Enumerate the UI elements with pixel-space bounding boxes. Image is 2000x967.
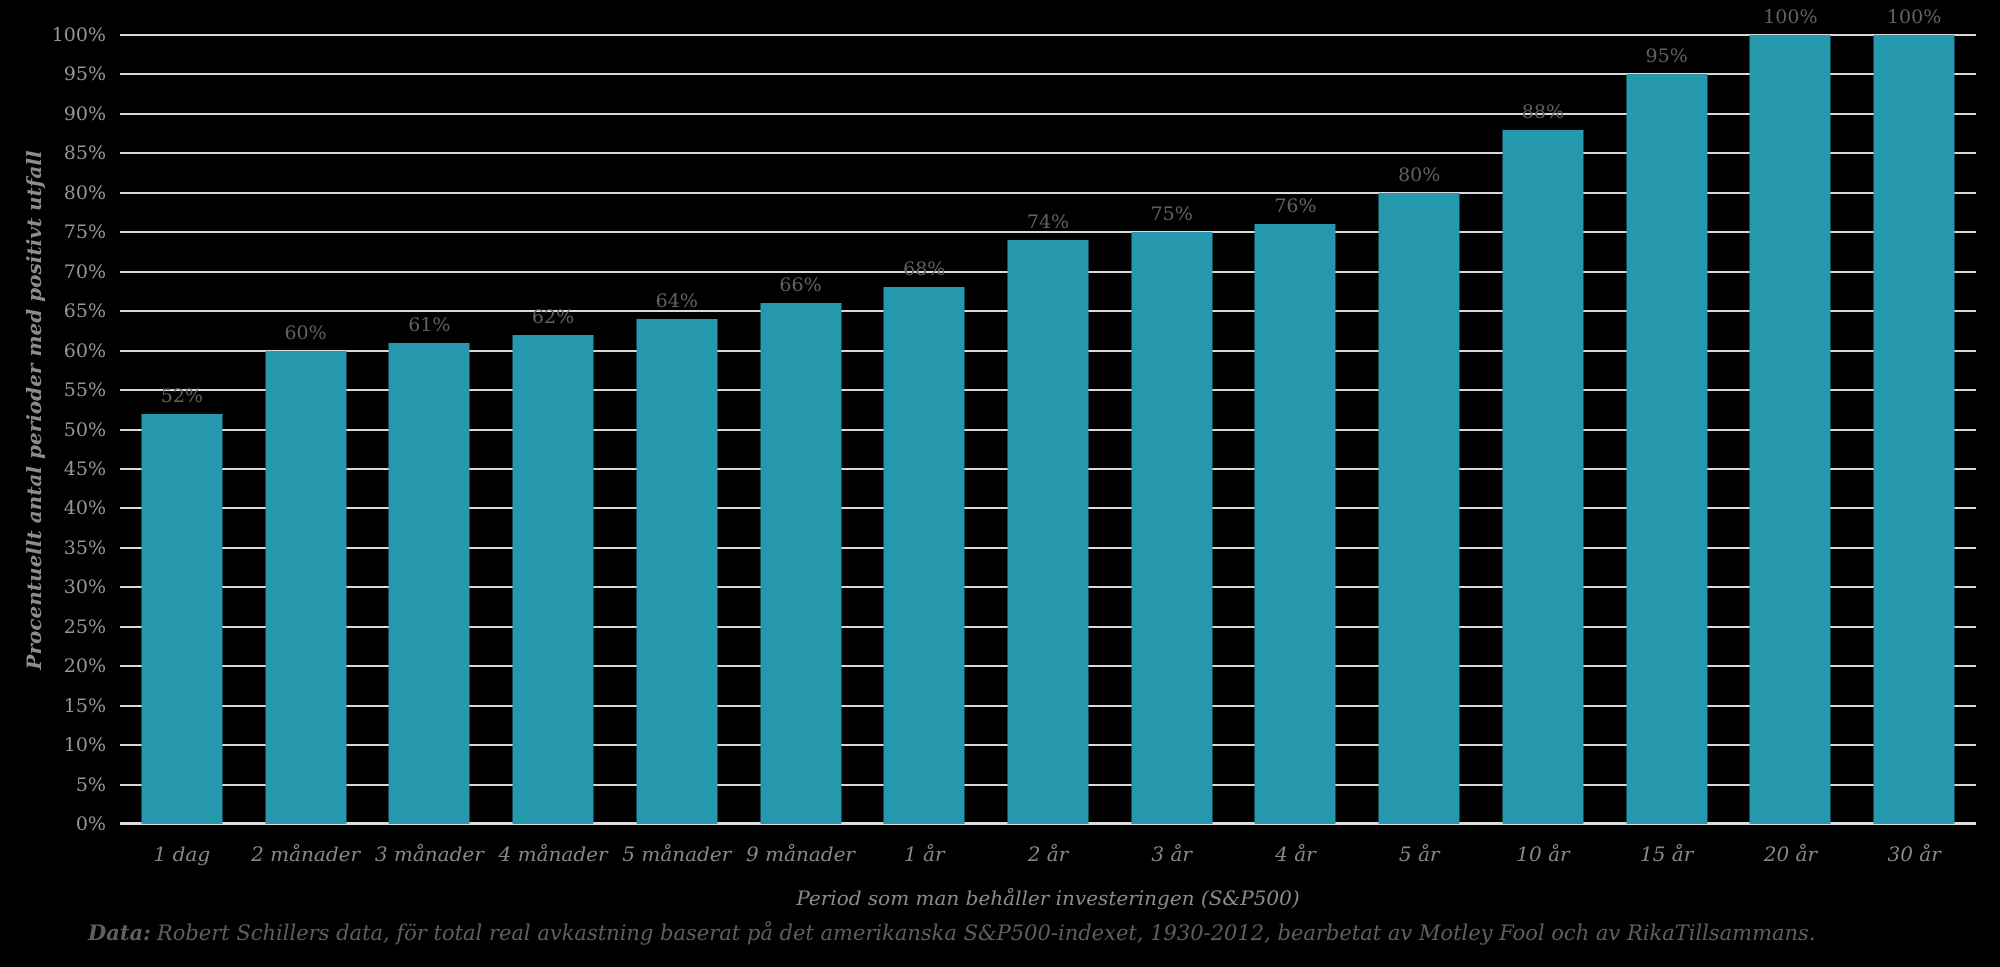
y-axis-tick-label: 80% — [63, 181, 106, 204]
bar-slot: 52% — [120, 35, 244, 824]
footer-text: Robert Schillers data, för total real av… — [156, 921, 1816, 945]
y-axis: 0% 5% 10% 15% 20% 25% 30% 35% 40% 45% 50% 55% 60% 65%… — [0, 24, 106, 835]
bar-slot: 62% — [491, 35, 615, 824]
footer-prefix: Data: — [88, 920, 151, 945]
x-axis-tick-label: 9 månader — [746, 842, 855, 866]
footer-note: Data: Robert Schillers data, för total re… — [88, 920, 1816, 945]
bar-value-label: 80% — [1398, 163, 1441, 186]
bar — [636, 319, 718, 824]
bar-slot: 75% — [1110, 35, 1234, 824]
x-axis-tick-label: 3 år — [1151, 842, 1192, 866]
x-axis-tick-label: 30 år — [1887, 842, 1941, 866]
bar-value-label: 61% — [408, 313, 451, 336]
bar-slot: 88% — [1481, 35, 1605, 824]
bar-value-label: 95% — [1645, 45, 1688, 68]
gridline — [120, 152, 1976, 155]
bar — [1502, 129, 1584, 824]
y-axis-tick-label: 75% — [63, 221, 106, 244]
bar — [1007, 240, 1089, 824]
y-axis-tick-label: 95% — [63, 63, 106, 86]
y-axis-tick-label: 35% — [63, 536, 106, 559]
bar — [141, 413, 223, 824]
x-axis-tick-label: 5 år — [1398, 842, 1440, 866]
x-axis-tick-label: 4 månader — [498, 842, 608, 866]
bar-slot: 64% — [615, 35, 739, 824]
bar-slot: 74% — [986, 35, 1110, 824]
x-axis-tick-label: 5 månader — [622, 842, 732, 866]
bar-value-label: 52% — [160, 384, 203, 407]
y-axis-tick-label: 5% — [75, 773, 106, 796]
x-axis-tick-label: 10 år — [1516, 842, 1570, 866]
bar-value-label: 76% — [1274, 195, 1317, 218]
bar — [1749, 35, 1831, 824]
bar-slot: 68% — [862, 35, 986, 824]
bar — [265, 350, 347, 824]
bar-slot: 95% — [1605, 35, 1729, 824]
bar-value-label: 68% — [903, 258, 946, 281]
bar-slot: 100% — [1729, 6, 1853, 824]
y-axis-tick-label: 15% — [63, 694, 106, 717]
y-axis-tick-label: 85% — [63, 142, 106, 165]
bar-value-label: 60% — [284, 321, 327, 344]
y-axis-tick-label: 55% — [63, 379, 106, 402]
y-axis-tick-label: 60% — [63, 339, 106, 362]
bar-slot: 100% — [1852, 6, 1976, 824]
gridline — [120, 191, 1976, 194]
bar-slot: 60% — [244, 35, 368, 824]
bar-value-label: 62% — [531, 305, 575, 328]
x-axis-tick-label: 15 år — [1640, 842, 1694, 866]
x-axis-tick-label: 2 år — [1027, 842, 1069, 866]
x-axis-tick-label: 4 år — [1275, 842, 1316, 866]
x-axis-tick-label: 2 månader — [251, 842, 361, 866]
bar — [760, 303, 842, 824]
x-axis-tick-label: 20 år — [1763, 842, 1818, 866]
bar — [1131, 232, 1213, 824]
bar-value-label: 100% — [1763, 6, 1818, 28]
x-axis-tick-label: 3 månader — [374, 842, 484, 866]
y-axis-tick-label: 65% — [63, 300, 106, 323]
bar-value-label: 74% — [1026, 211, 1070, 234]
gridline — [120, 112, 1976, 115]
gridline — [120, 231, 1976, 234]
bar — [388, 342, 470, 824]
bar — [1626, 74, 1708, 824]
gridline — [120, 73, 1976, 76]
y-axis-tick-label: 10% — [63, 734, 106, 757]
bar — [1378, 192, 1460, 824]
x-axis-title: Period som man behåller investeringen (S… — [796, 886, 1300, 910]
bar-value-label: 75% — [1150, 203, 1193, 226]
bar-slot: 80% — [1357, 35, 1481, 824]
bar-value-label: 100% — [1886, 6, 1942, 28]
y-axis-tick-label: 0% — [75, 813, 106, 835]
bar-slot: 61% — [367, 35, 491, 824]
bar — [1254, 224, 1336, 824]
y-axis-tick-label: 45% — [63, 457, 106, 480]
bar-value-label: 88% — [1521, 100, 1565, 123]
gridline — [120, 34, 1976, 36]
bar-value-label: 66% — [779, 274, 822, 297]
y-axis-tick-label: 25% — [63, 615, 106, 638]
bar — [1873, 35, 1955, 824]
y-axis-tick-label: 70% — [63, 260, 106, 283]
x-axis-tick-label: 1 år — [903, 842, 945, 866]
y-axis-tick-label: 30% — [63, 576, 106, 599]
bar-value-label: 64% — [655, 290, 698, 313]
x-axis: 1 dag 2 månader 3 månader 4 månader 5 månade… — [120, 842, 1976, 868]
y-axis-tick-label: 50% — [63, 418, 106, 441]
bar-slot: 76% — [1234, 35, 1358, 824]
y-axis-tick-label: 90% — [63, 102, 106, 125]
bar — [883, 287, 965, 824]
bar — [512, 334, 594, 824]
x-axis-tick-label: 1 dag — [153, 842, 211, 866]
bar-slot: 66% — [739, 35, 863, 824]
y-axis-tick-label: 40% — [63, 497, 106, 520]
y-axis-tick-label: 100% — [51, 24, 106, 46]
plot-area: 52% 60% 61% 62% 64% 66% 68% 74% 75% 76% 80% 88% 95% 1… — [120, 6, 1976, 825]
y-axis-tick-label: 20% — [63, 655, 106, 678]
